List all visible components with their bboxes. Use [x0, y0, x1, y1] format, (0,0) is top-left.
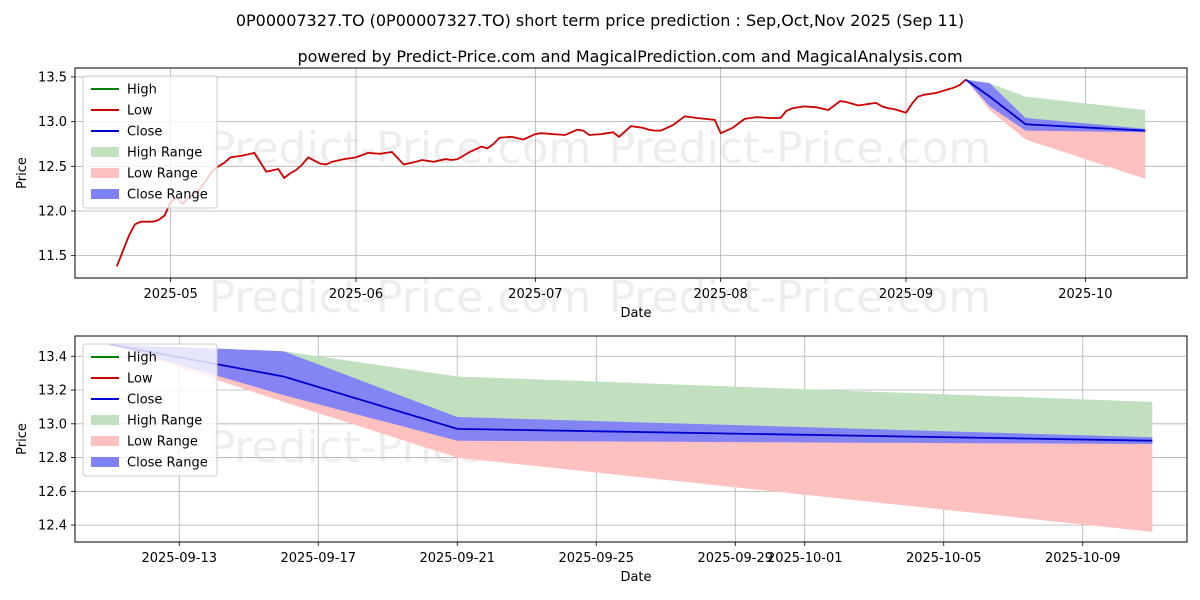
legend-label: High	[127, 351, 157, 366]
plot-frame	[74, 335, 1188, 543]
y-tick-label: 12.8	[38, 451, 67, 466]
x-tick-label: 2025-09-29	[697, 551, 773, 566]
low-price-line	[115, 78, 967, 267]
y-tick-label: 13.2	[38, 384, 67, 399]
legend-close-range-swatch	[91, 457, 119, 467]
legend-label: High Range	[127, 146, 202, 161]
y-axis-label: Price	[15, 157, 30, 189]
x-tick-label: 2025-09-17	[280, 551, 356, 566]
close-forecast-line	[965, 78, 1146, 132]
x-axis-label: Date	[620, 570, 651, 585]
close-range-band	[965, 79, 1146, 133]
legend-label: High	[127, 83, 157, 98]
x-tick-label: 2025-09-25	[558, 551, 634, 566]
x-tick-label: 2025-08	[694, 287, 748, 302]
x-tick-label: 2025-07	[508, 287, 562, 302]
legend-low-range-swatch	[91, 168, 119, 178]
chart-subtitle: powered by Predict-Price.com and Magical…	[297, 47, 962, 66]
y-tick-label: 13.4	[38, 350, 67, 365]
legend-label: Low Range	[127, 167, 198, 182]
y-tick-label: 12.5	[38, 160, 67, 175]
chart-title: 0P00007327.TO (0P00007327.TO) short term…	[236, 11, 964, 30]
x-tick-label: 2025-09	[879, 287, 933, 302]
y-tick-label: 11.5	[38, 249, 67, 264]
x-tick-label: 2025-10-09	[1045, 551, 1121, 566]
x-tick-label: 2025-10-05	[906, 551, 982, 566]
y-tick-label: 13.5	[38, 70, 67, 85]
x-tick-label: 2025-10-01	[767, 551, 843, 566]
watermark-text: Predict-Price.com	[609, 123, 992, 174]
lower-forecast-chart: Predict-Price.comPredict-Price.com2025-0…	[15, 335, 1188, 585]
legend-high-range-swatch	[91, 415, 119, 425]
legend: High Low Close High Range Low Range Close Ran…	[82, 343, 218, 477]
legend-low-range-swatch	[91, 436, 119, 446]
legend-close-range-swatch	[91, 189, 119, 199]
legend: High Low Close High Range Low Range Close Ran…	[82, 75, 218, 209]
x-axis-label: Date	[620, 306, 651, 321]
y-tick-label: 12.6	[38, 485, 67, 500]
legend-high-range-swatch	[91, 147, 119, 157]
watermark-text: Predict-Price.com	[209, 272, 592, 323]
x-tick-label: 2025-09-13	[141, 551, 217, 566]
legend-label: Low	[127, 104, 153, 119]
x-tick-label: 2025-09-21	[419, 551, 495, 566]
x-tick-label: 2025-06	[329, 287, 383, 302]
y-tick-label: 12.0	[38, 204, 67, 219]
legend-label: Low Range	[127, 435, 198, 450]
watermark-text: Predict-Price.com	[209, 123, 592, 174]
legend-label: Close	[127, 393, 162, 408]
upper-price-chart: Predict-Price.com Predict-Price.com Predic…	[15, 67, 1188, 323]
plot-frame	[74, 67, 1188, 279]
legend-label: Close Range	[127, 456, 208, 471]
legend-label: Low	[127, 372, 153, 387]
x-tick-label: 2025-10	[1058, 287, 1112, 302]
legend-label: Close Range	[127, 188, 208, 203]
high-range-band	[965, 79, 1146, 131]
y-tick-label: 13.0	[38, 115, 67, 130]
high-range-band	[109, 344, 1153, 441]
y-tick-label: 12.4	[38, 519, 67, 534]
legend-label: Close	[127, 125, 162, 140]
y-tick-label: 13.0	[38, 417, 67, 432]
legend-label: High Range	[127, 414, 202, 429]
y-axis-label: Price	[15, 423, 30, 455]
watermark-text: Predict-Price.com	[609, 272, 992, 323]
x-tick-label: 2025-05	[143, 287, 197, 302]
